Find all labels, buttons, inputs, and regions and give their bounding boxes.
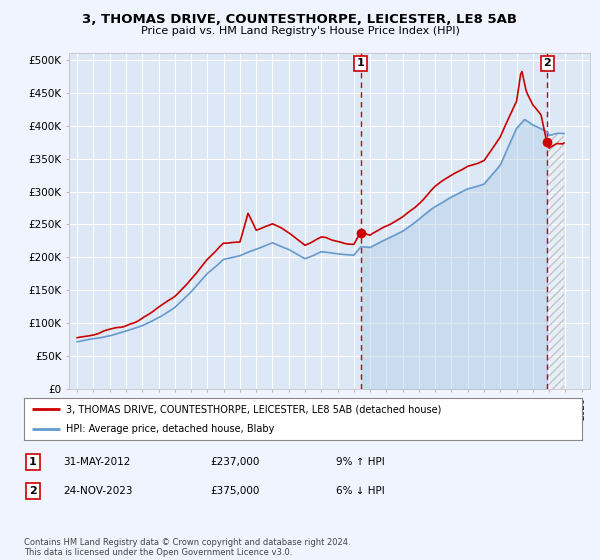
Text: 1: 1 [29, 457, 37, 467]
Text: 3, THOMAS DRIVE, COUNTESTHORPE, LEICESTER, LE8 5AB (detached house): 3, THOMAS DRIVE, COUNTESTHORPE, LEICESTE… [66, 404, 441, 414]
Text: £375,000: £375,000 [210, 486, 259, 496]
Text: 1: 1 [357, 58, 365, 68]
Text: 6% ↓ HPI: 6% ↓ HPI [336, 486, 385, 496]
Text: 9% ↑ HPI: 9% ↑ HPI [336, 457, 385, 467]
Text: Contains HM Land Registry data © Crown copyright and database right 2024.
This d: Contains HM Land Registry data © Crown c… [24, 538, 350, 557]
Text: 31-MAY-2012: 31-MAY-2012 [63, 457, 130, 467]
Text: 2: 2 [544, 58, 551, 68]
Text: Price paid vs. HM Land Registry's House Price Index (HPI): Price paid vs. HM Land Registry's House … [140, 26, 460, 36]
Text: 2: 2 [29, 486, 37, 496]
Text: £237,000: £237,000 [210, 457, 259, 467]
Text: 3, THOMAS DRIVE, COUNTESTHORPE, LEICESTER, LE8 5AB: 3, THOMAS DRIVE, COUNTESTHORPE, LEICESTE… [83, 13, 517, 26]
Text: HPI: Average price, detached house, Blaby: HPI: Average price, detached house, Blab… [66, 424, 274, 434]
Text: 24-NOV-2023: 24-NOV-2023 [63, 486, 133, 496]
